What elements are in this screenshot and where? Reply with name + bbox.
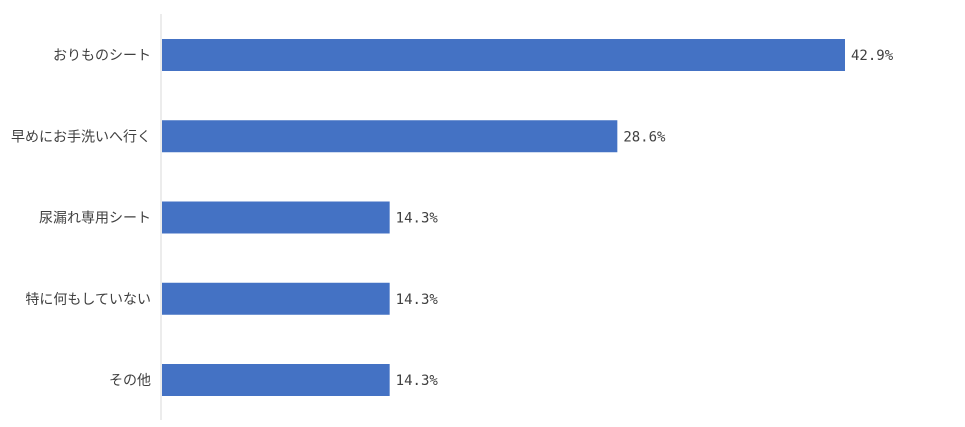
- category-label: 早めにお手洗いへ行く: [11, 129, 151, 145]
- bar: [162, 201, 390, 234]
- data-label: 14.3%: [396, 292, 439, 308]
- category-label: おりものシート: [53, 48, 151, 64]
- bar: [162, 39, 845, 71]
- data-label: 42.9%: [851, 48, 894, 64]
- bar: [162, 282, 390, 315]
- bar: [162, 120, 618, 153]
- category-label: その他: [109, 373, 151, 389]
- category-label: 特に何もしていない: [25, 292, 151, 308]
- category-label: 尿漏れ専用シート: [39, 211, 151, 227]
- data-label: 28.6%: [623, 129, 666, 145]
- bars-layer: おりものシート 42.9% 早めにお手洗いへ行く 28.6% 尿漏れ専用シート 14.3%…: [11, 39, 894, 396]
- data-label: 14.3%: [396, 373, 439, 389]
- bar: [162, 364, 390, 396]
- data-label: 14.3%: [396, 211, 439, 227]
